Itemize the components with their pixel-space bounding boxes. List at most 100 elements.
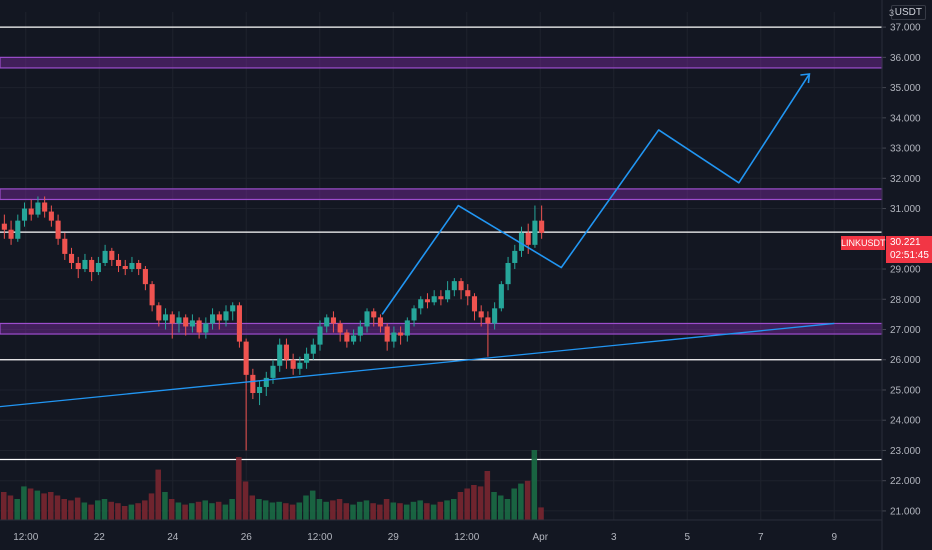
- x-tick-label: 7: [758, 532, 764, 543]
- volume-bar: [34, 490, 41, 520]
- drawings: [0, 73, 835, 408]
- y-tick-label: 25.000: [890, 385, 921, 396]
- volume-bar: [121, 506, 128, 520]
- volume-bar: [491, 492, 497, 520]
- volume-bar: [74, 497, 81, 520]
- volume-bar: [437, 501, 444, 520]
- volume-bar: [202, 500, 208, 520]
- candle-body: [189, 320, 195, 327]
- x-tick-label: 3: [611, 532, 617, 543]
- x-tick-label: 22: [94, 532, 106, 543]
- volume-bar: [195, 501, 202, 520]
- x-tick-label: 5: [684, 532, 690, 543]
- volume-bar: [363, 500, 370, 520]
- bar-countdown: 02:51:45: [890, 250, 929, 261]
- volume-bar: [142, 500, 148, 520]
- candles: [1, 196, 545, 451]
- candle-body: [196, 320, 202, 333]
- candle-body: [257, 386, 263, 393]
- candle-body: [75, 262, 81, 270]
- scale-hint: 3: [888, 8, 894, 18]
- currency-label[interactable]: USDT: [890, 5, 926, 20]
- candle-body: [364, 311, 370, 327]
- candle-body: [216, 314, 222, 321]
- volume-bar: [296, 502, 303, 520]
- candle-body: [1, 223, 7, 230]
- candle-body: [471, 296, 478, 312]
- y-tick-label: 23.000: [890, 446, 921, 457]
- volume-bar: [518, 483, 524, 520]
- volume-bar: [269, 502, 276, 520]
- candle-body: [176, 317, 182, 324]
- volume-bar: [41, 493, 47, 520]
- x-tick-label: Apr: [532, 532, 548, 543]
- candle-body: [230, 305, 236, 312]
- y-tick-label: 37.000: [890, 23, 921, 34]
- volume-bar: [471, 485, 477, 520]
- volume-bars: [1, 450, 544, 520]
- candle-body: [149, 284, 155, 306]
- candle-body: [518, 232, 525, 251]
- volume-bar: [356, 501, 363, 520]
- volume-bar: [1, 492, 7, 520]
- candle-body: [28, 208, 34, 215]
- volume-bar: [410, 501, 417, 520]
- volume-bar: [222, 504, 229, 520]
- candle-body: [21, 208, 28, 221]
- candle-body: [8, 229, 14, 239]
- candle-body: [384, 326, 390, 342]
- volume-bar: [162, 492, 168, 520]
- candle-body: [478, 311, 484, 318]
- candle-body: [310, 344, 316, 354]
- zone-band: [0, 56, 883, 69]
- candle-body: [223, 311, 229, 321]
- zone-band: [0, 188, 883, 201]
- volume-bar: [336, 499, 343, 520]
- candle-body: [290, 359, 296, 369]
- candle-body: [418, 299, 424, 309]
- volume-bar: [504, 499, 511, 520]
- candle-body: [236, 305, 242, 342]
- candle-body: [109, 250, 115, 260]
- candle-body: [250, 374, 256, 393]
- candle-body: [277, 344, 283, 366]
- volume-bar: [497, 495, 504, 520]
- projection-path: [381, 73, 811, 315]
- volume-bar: [531, 450, 538, 520]
- candle-body: [115, 259, 122, 266]
- trend-line: [0, 322, 835, 408]
- y-tick-label: 35.000: [890, 83, 921, 94]
- candle-body: [183, 317, 189, 327]
- volume-bar: [61, 499, 67, 520]
- candle-body: [203, 323, 209, 333]
- candle-body: [371, 311, 377, 318]
- volume-bar: [155, 469, 161, 520]
- volume-bar: [430, 504, 437, 520]
- volume-bar: [323, 501, 329, 520]
- y-tick-label: 21.000: [890, 506, 921, 517]
- candle-body: [243, 341, 249, 375]
- volume-bar: [68, 500, 74, 520]
- volume-bar: [189, 503, 195, 520]
- volume-bar: [88, 504, 94, 520]
- x-tick-label: 29: [388, 532, 400, 543]
- volume-bar: [511, 488, 517, 520]
- volume-bar: [135, 503, 141, 520]
- volume-bar: [444, 500, 450, 520]
- volume-bar: [215, 501, 222, 520]
- volume-bar: [397, 503, 403, 520]
- candle-body: [89, 259, 95, 273]
- candle-body: [263, 377, 269, 387]
- candle-body: [431, 296, 437, 303]
- volume-bar: [370, 503, 376, 520]
- candle-body: [304, 353, 310, 363]
- volume-bar: [242, 481, 249, 520]
- candle-body: [330, 317, 336, 324]
- volume-bar: [457, 492, 464, 520]
- y-tick-label: 36.000: [890, 53, 921, 64]
- candle-body: [344, 332, 350, 342]
- volume-bar: [95, 500, 101, 520]
